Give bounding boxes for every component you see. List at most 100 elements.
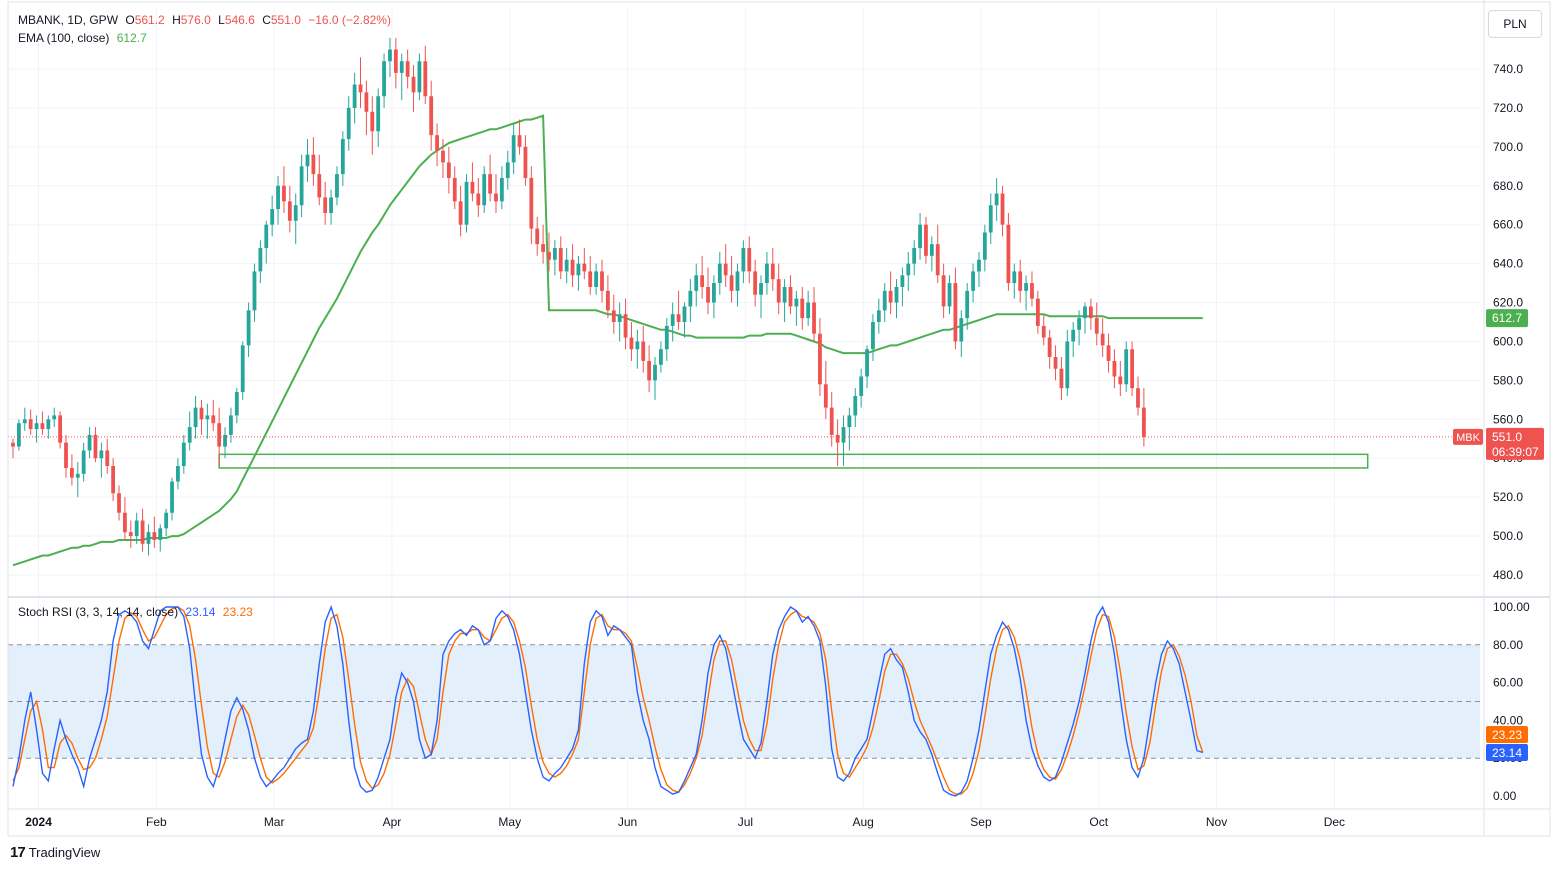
candle	[924, 216, 928, 264]
candle-body	[358, 84, 363, 93]
candle	[211, 399, 216, 431]
candle-body	[594, 271, 599, 287]
candle-body	[717, 263, 722, 284]
candle	[700, 255, 705, 299]
candle	[252, 263, 257, 322]
stoch-tick-label: 60.00	[1493, 676, 1523, 690]
price-tick-label: 640.0	[1493, 257, 1523, 271]
candle-body	[382, 61, 386, 97]
candle-body	[1106, 345, 1111, 361]
tradingview-logo[interactable]: 17 TradingView	[10, 844, 100, 861]
currency-button[interactable]: PLN	[1488, 10, 1542, 38]
candle-body	[682, 306, 687, 322]
candle-body	[423, 61, 428, 97]
candle	[965, 283, 970, 330]
candle-body	[635, 341, 640, 350]
candle	[193, 395, 198, 439]
candle-body	[299, 166, 304, 206]
chart-border	[7, 1, 1551, 837]
candle	[818, 318, 822, 396]
candle	[234, 388, 239, 424]
candle	[99, 442, 104, 478]
candle-body	[81, 450, 86, 474]
candle	[776, 263, 781, 315]
candle	[64, 434, 68, 478]
candle-body	[464, 181, 469, 225]
stoch-label[interactable]: Stoch RSI (3, 3, 14, 14, close)	[18, 605, 179, 619]
candle-body	[812, 302, 816, 334]
candle-body	[871, 322, 875, 350]
candle-body	[223, 434, 227, 447]
ticker-badge-bg	[1453, 428, 1483, 445]
candle-body	[264, 224, 269, 249]
candle-body	[1094, 318, 1099, 334]
ema-label[interactable]: EMA (100, close)	[18, 31, 110, 45]
price-badge-bg	[1486, 427, 1544, 460]
candle-body	[935, 244, 940, 276]
stoch-tick-label: 40.00	[1493, 713, 1523, 727]
candle	[370, 96, 375, 155]
candle	[1035, 290, 1040, 334]
candle-body	[323, 197, 328, 214]
candle	[835, 419, 840, 467]
support-zone-rect[interactable]	[218, 453, 1369, 469]
candle	[959, 310, 964, 358]
price-tick-label: 500.0	[1493, 529, 1523, 543]
candle-body	[117, 493, 121, 513]
candle	[311, 137, 316, 186]
candle-body	[123, 512, 127, 533]
candle	[653, 357, 657, 400]
candle-body	[547, 251, 551, 260]
candle	[264, 220, 269, 264]
candle	[906, 251, 911, 291]
time-tick-label: 2024	[25, 815, 52, 829]
candle-body	[258, 248, 263, 272]
candle	[641, 325, 646, 373]
candle	[58, 411, 63, 449]
candle-body	[753, 271, 758, 295]
candle	[117, 485, 121, 521]
candle	[611, 294, 616, 334]
candle-body	[28, 419, 33, 430]
candle-body	[1136, 388, 1140, 408]
candle-body	[146, 532, 151, 544]
candle-body	[399, 61, 404, 73]
candle-body	[446, 162, 451, 178]
candle-body	[1018, 271, 1023, 291]
stoch-k-line	[12, 604, 1204, 797]
candle	[682, 302, 687, 338]
candle	[128, 520, 133, 548]
candle	[547, 232, 551, 272]
candle	[429, 80, 434, 151]
symbol-label[interactable]: MBANK, 1D, GPW	[18, 13, 119, 27]
candle	[293, 193, 298, 245]
candle-body	[523, 146, 528, 178]
candle-body	[388, 49, 392, 62]
candle-body	[441, 150, 445, 163]
candle	[382, 53, 386, 108]
candle	[676, 290, 681, 330]
candle	[240, 341, 245, 400]
candle-body	[688, 290, 693, 307]
candle	[435, 123, 439, 167]
candle-body	[252, 271, 257, 311]
price-tick-label: 740.0	[1493, 62, 1523, 76]
candle-body	[234, 392, 239, 416]
candle-body	[287, 201, 292, 221]
candle-body	[435, 135, 439, 151]
candle	[694, 263, 699, 307]
candle-body	[1124, 349, 1129, 385]
candle	[1071, 322, 1076, 358]
candle-body	[947, 283, 952, 307]
candle	[393, 37, 398, 89]
candle-body	[1035, 298, 1040, 326]
candle	[1030, 271, 1034, 307]
candle-body	[93, 434, 98, 459]
candle	[388, 37, 392, 77]
candle-body	[941, 275, 946, 307]
candle-body	[558, 248, 563, 272]
candle	[1059, 357, 1064, 400]
candle-body	[494, 193, 498, 202]
candle	[1041, 314, 1046, 346]
